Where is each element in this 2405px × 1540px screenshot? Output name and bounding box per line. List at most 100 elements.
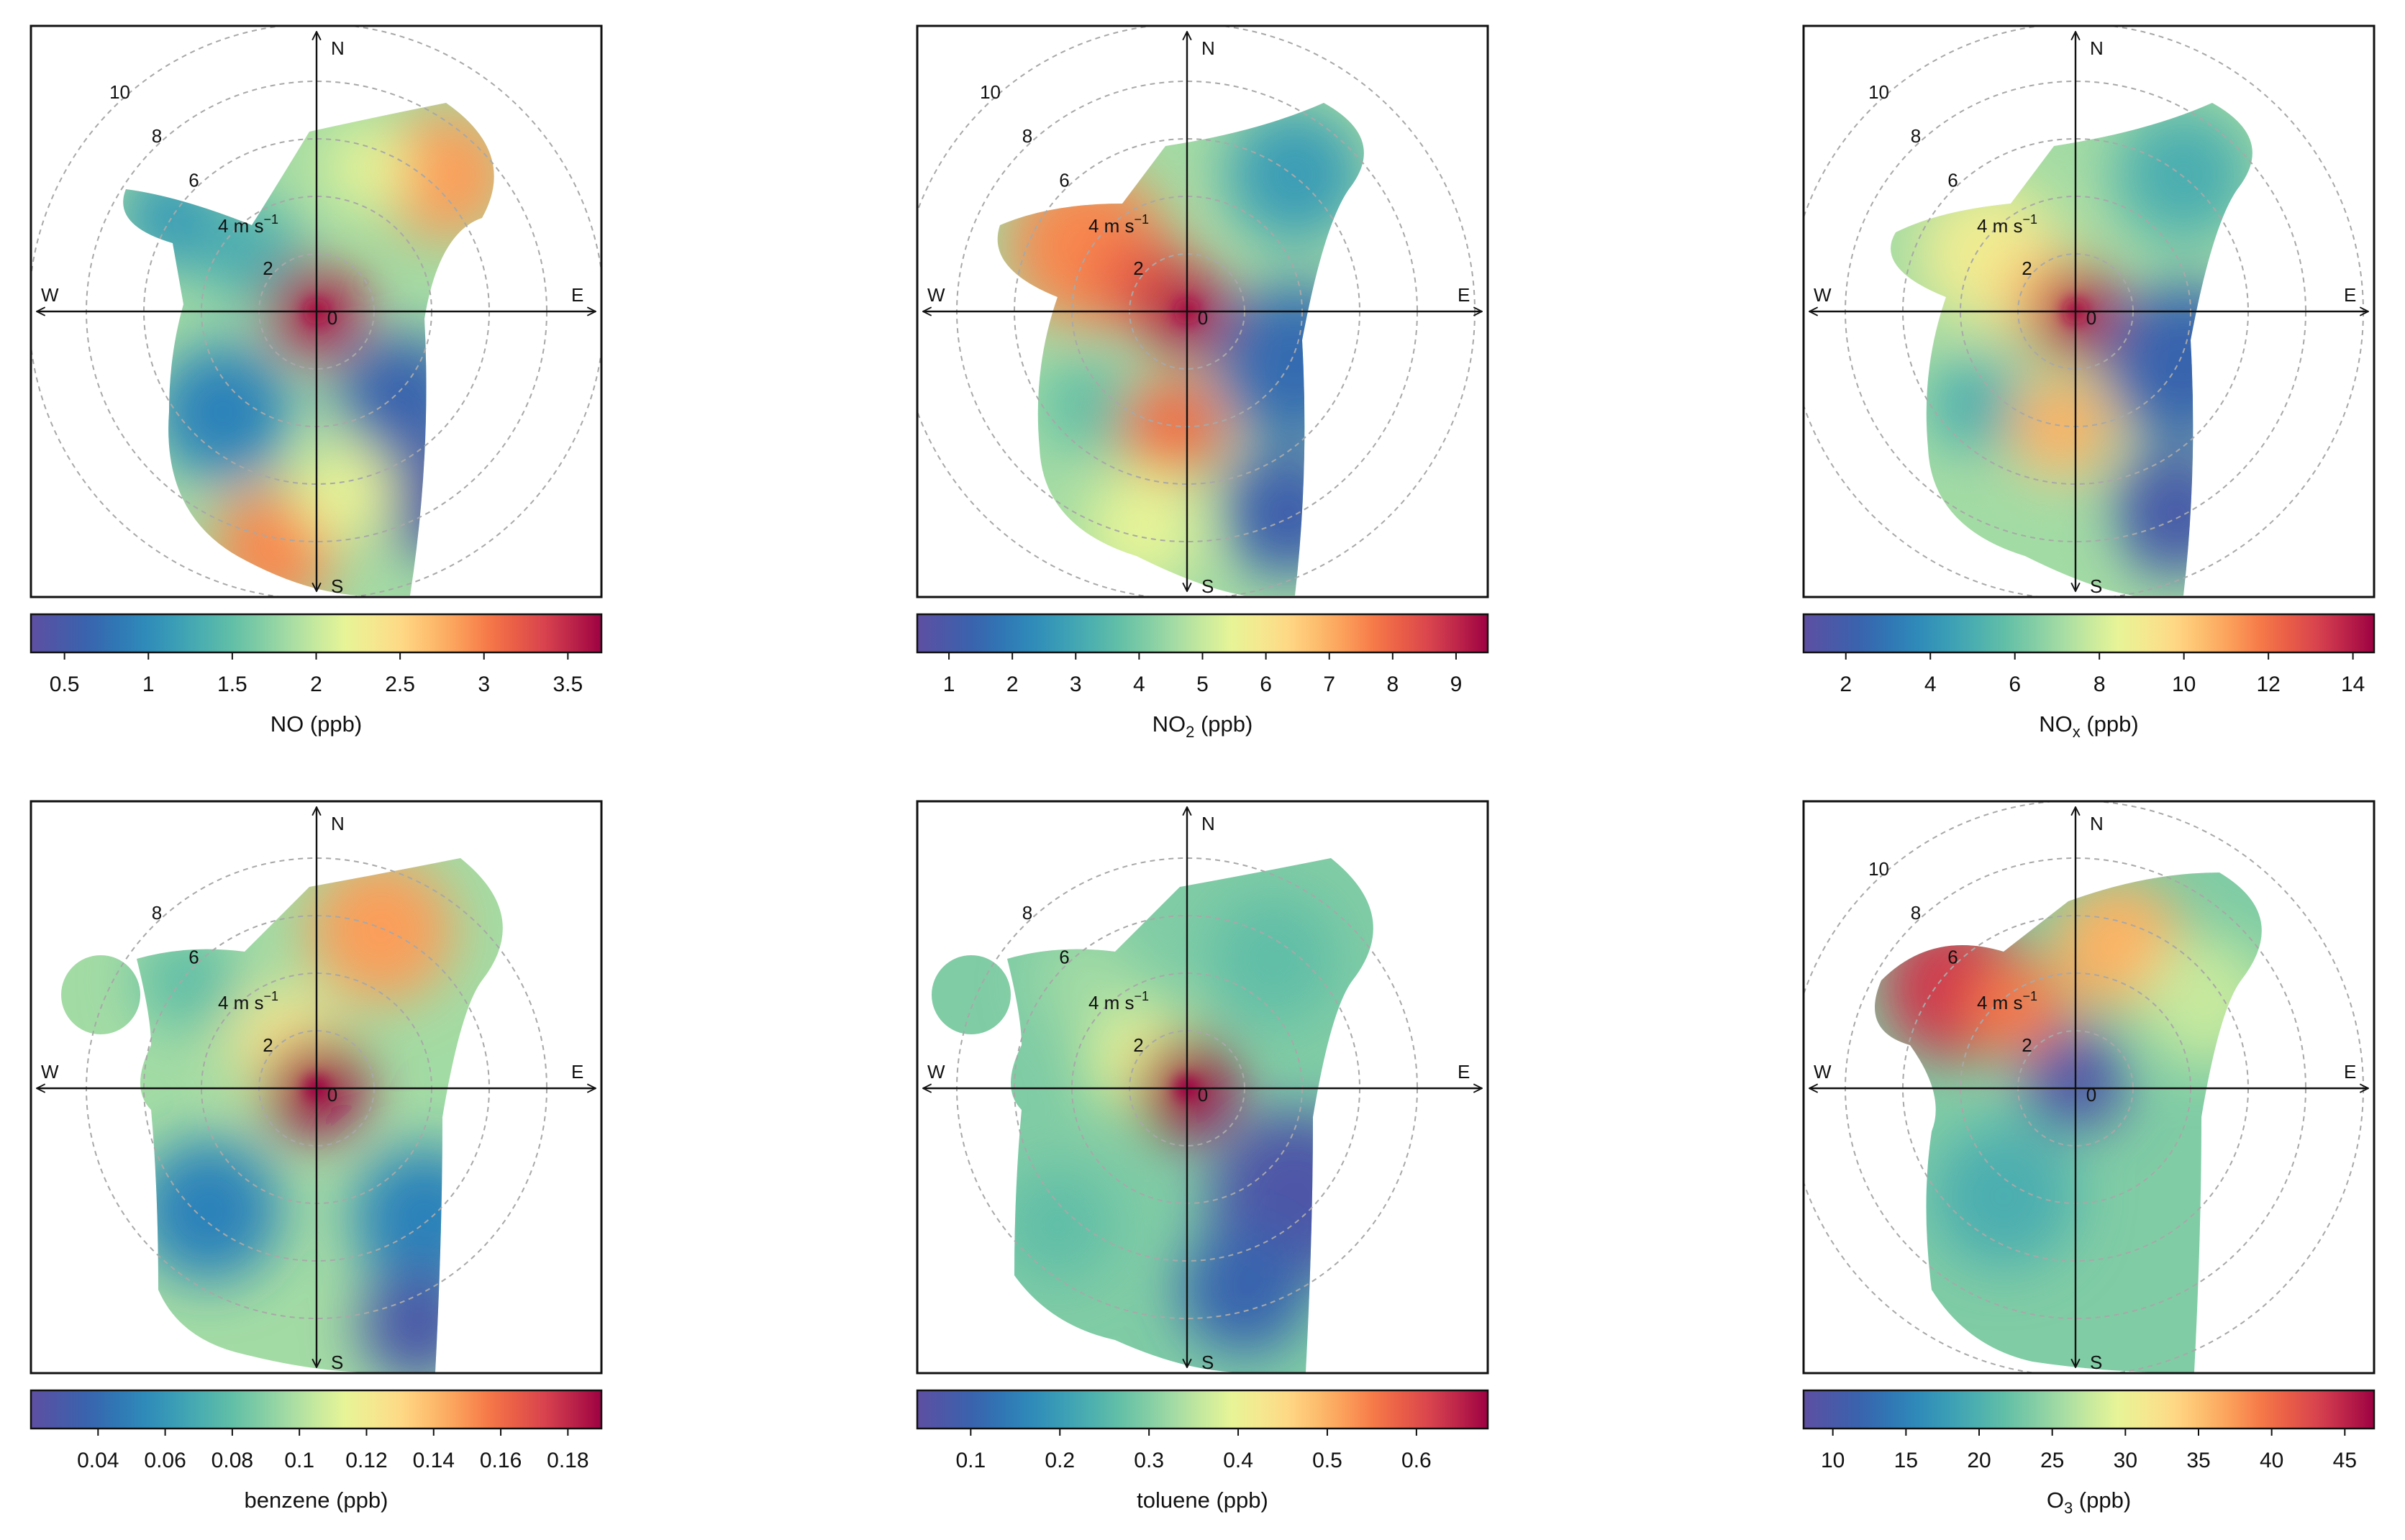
- ring-label-8: 8: [152, 902, 162, 924]
- ring-label-8: 8: [1022, 125, 1032, 147]
- direction-label-s: S: [331, 1352, 343, 1373]
- colorbar-tick-label: 12: [2256, 673, 2280, 696]
- direction-label-e: E: [1458, 284, 1470, 306]
- colorbar-tick-label: 8: [1386, 673, 1399, 696]
- colorbar-title: benzene (ppb): [245, 1487, 388, 1513]
- ring-label-2: 2: [2022, 1034, 2032, 1056]
- colorbar-tick-label: 2.5: [385, 673, 415, 696]
- colorbar-title: toluene (ppb): [1137, 1487, 1268, 1513]
- colorbar-tick-label: 40: [2260, 1449, 2283, 1472]
- ring-label-6: 6: [188, 169, 199, 191]
- colorbar-tick-label: 8: [2093, 673, 2106, 696]
- ring-label-10: 10: [109, 81, 130, 103]
- panel-frame: [1802, 800, 2376, 1375]
- colorbar-tick-label: 3: [478, 673, 490, 696]
- panel-frame: [916, 800, 1489, 1375]
- direction-label-n: N: [1201, 37, 1215, 59]
- colorbar-tick-label: 4: [1924, 673, 1937, 696]
- colorbar-tick-label: 0.04: [77, 1449, 119, 1472]
- colorbar-tick-label: 0.3: [1134, 1449, 1164, 1472]
- wind-speed-unit-label: 4 m s−1: [1977, 212, 2037, 237]
- ring-label-0: 0: [1198, 1084, 1208, 1106]
- wind-speed-unit-label: 4 m s−1: [1088, 212, 1149, 237]
- colorbar-tick-label: 0.14: [413, 1449, 455, 1472]
- colorbar-tick-label: 2: [1840, 673, 1852, 696]
- heatmap-blob: [1086, 470, 1201, 585]
- heatmap-blob: [1000, 1167, 1115, 1282]
- direction-label-w: W: [927, 1061, 945, 1083]
- heatmap-field: [1875, 872, 2262, 1372]
- direction-label-s: S: [2090, 575, 2102, 597]
- colorbar-tick-label: 0.06: [144, 1449, 186, 1472]
- heatmap-blob: [2140, 937, 2262, 1067]
- heatmap-blob: [1209, 894, 1338, 1024]
- colorbar-tick-label: 10: [2172, 673, 2196, 696]
- colorbar-tick-label: 30: [2114, 1449, 2137, 1472]
- ring-label-10: 10: [1868, 81, 1889, 103]
- heatmap-blob: [2111, 448, 2241, 578]
- colorbar-tick-label: 6: [1260, 673, 1272, 696]
- heatmap-blob: [324, 124, 410, 211]
- ring-label-2: 2: [1133, 258, 1143, 279]
- colorbar-title: NO2 (ppb): [1153, 711, 1253, 741]
- colorbar-tick-label: 3: [1070, 673, 1082, 696]
- colorbar-tick-label: 5: [1196, 673, 1209, 696]
- direction-label-s: S: [1201, 575, 1214, 597]
- heatmap-blob: [1932, 1124, 2076, 1268]
- colorbar-tick-label: 9: [1450, 673, 1463, 696]
- heatmap-blob: [2115, 106, 2252, 243]
- colorbar-title: NO (ppb): [270, 711, 362, 737]
- colorbar-tick-label: 1: [142, 673, 155, 696]
- colorbar-tick-label: 45: [2333, 1449, 2357, 1472]
- colorbar-tick-label: 2: [310, 673, 322, 696]
- heatmap-blob: [360, 1268, 475, 1372]
- colorbar-tick-label: 0.1: [284, 1449, 314, 1472]
- panel-frame: [29, 800, 603, 1375]
- ring-label-6: 6: [1059, 169, 1069, 191]
- ring-label-2: 2: [2022, 258, 2032, 279]
- heatmap-blob: [1968, 959, 2068, 1060]
- colorbar-tick-label: 3.5: [553, 673, 583, 696]
- direction-label-n: N: [1201, 813, 1215, 834]
- ring-label-8: 8: [1911, 125, 1921, 147]
- heatmap-surface: [1875, 872, 2262, 1372]
- colorbar-tick-label: 10: [1821, 1449, 1845, 1472]
- direction-label-s: S: [331, 575, 343, 597]
- heatmap-blob: [309, 858, 453, 1002]
- colorbar-tick-label: 2: [1006, 673, 1019, 696]
- colorbar-tick-label: 35: [2186, 1449, 2210, 1472]
- colorbar-tick-label: 7: [1323, 673, 1335, 696]
- colorbar-O3: [1802, 1389, 2376, 1430]
- heatmap-blob: [381, 110, 494, 240]
- heatmap-blob: [137, 1139, 281, 1282]
- direction-label-w: W: [41, 284, 59, 306]
- colorbar-NO2: [916, 613, 1489, 654]
- wind-speed-unit-label: 4 m s−1: [1977, 989, 2037, 1013]
- colorbar-toluene: [916, 1389, 1489, 1430]
- ring-label-8: 8: [1911, 902, 1921, 924]
- direction-label-e: E: [571, 1061, 583, 1083]
- panel-frame: [29, 24, 603, 598]
- heatmap-blob: [1180, 1225, 1309, 1354]
- colorbar-tick-label: 15: [1894, 1449, 1918, 1472]
- ring-label-6: 6: [1059, 946, 1069, 967]
- direction-label-e: E: [1458, 1061, 1470, 1083]
- heatmap-blob: [1036, 930, 1137, 1031]
- colorbar-NO: [29, 613, 603, 654]
- colorbar-tick-label: 0.1: [955, 1449, 986, 1472]
- ring-label-10: 10: [1868, 858, 1889, 880]
- wind-speed-unit-label: 4 m s−1: [218, 989, 278, 1013]
- heatmap-blob: [2104, 283, 2252, 441]
- colorbar-tick-label: 0.4: [1223, 1449, 1253, 1472]
- direction-label-n: N: [331, 37, 345, 59]
- heatmap-blob: [137, 930, 237, 1031]
- heatmap-blob: [155, 344, 291, 480]
- ring-label-8: 8: [1022, 902, 1032, 924]
- colorbar-title: NOx (ppb): [2039, 711, 2138, 741]
- colorbar-tick-label: 1.5: [217, 673, 247, 696]
- colorbar-NOx: [1802, 613, 2376, 654]
- ring-label-6: 6: [1947, 169, 1958, 191]
- ring-label-2: 2: [263, 258, 273, 279]
